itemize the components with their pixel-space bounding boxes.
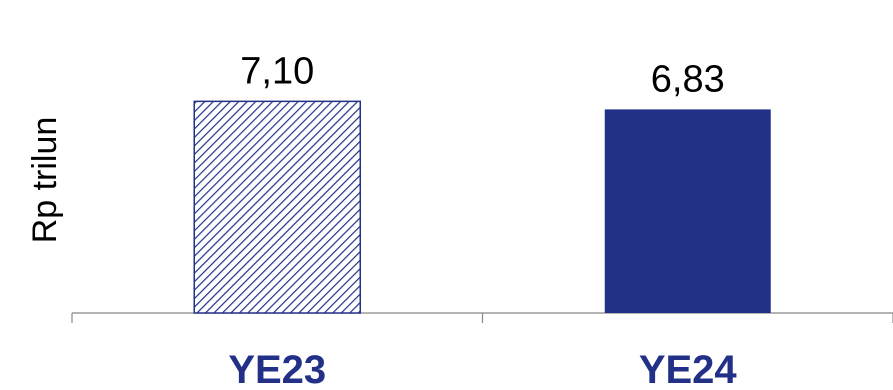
bars-group xyxy=(193,100,771,314)
data-label-ye23: 7,10 xyxy=(240,50,314,92)
category-labels-group: YE23 YE24 xyxy=(228,348,737,390)
data-label-ye24: 6,83 xyxy=(651,58,725,100)
bar-ye24 xyxy=(604,109,771,313)
x-axis xyxy=(71,312,893,323)
category-label-ye23: YE23 xyxy=(228,348,326,390)
category-label-ye24: YE24 xyxy=(639,348,738,390)
bar-ye23 xyxy=(193,100,361,314)
y-axis-label: Rp trilun xyxy=(26,117,64,244)
data-labels-group: 7,10 6,83 xyxy=(240,50,724,100)
